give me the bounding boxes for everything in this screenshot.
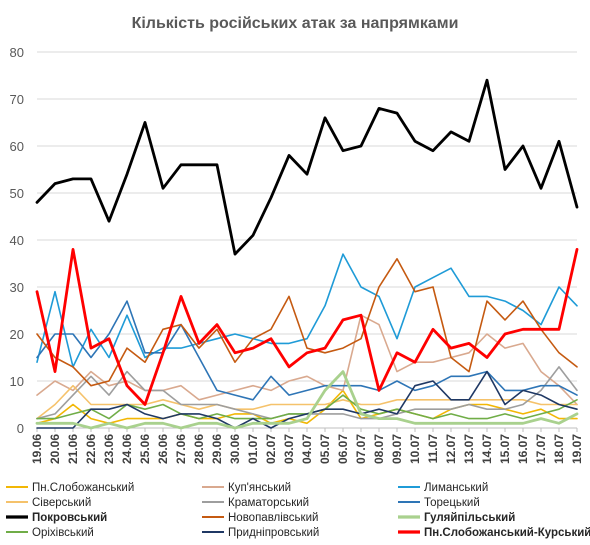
y-tick-label: 20 (10, 327, 24, 342)
x-tick-label: 09.07 (390, 434, 404, 464)
y-tick-label: 10 (10, 374, 24, 389)
series-line (36, 253, 578, 368)
x-tick-label: 23.06 (102, 434, 116, 464)
legend-label: Оріхівський (32, 527, 94, 539)
legend-label: Пн.Слобожанський-Курський (424, 527, 590, 539)
series-line (36, 257, 578, 387)
x-tick-label: 14.07 (480, 434, 494, 464)
x-tick-label: 28.06 (192, 434, 206, 464)
series-line (35, 247, 579, 406)
x-tick-label: 27.06 (174, 434, 188, 464)
x-tick-label: 15.07 (498, 434, 512, 464)
x-tick-label: 02.07 (264, 434, 278, 464)
x-tick-label: 17.07 (534, 434, 548, 464)
x-tick-label: 06.07 (336, 434, 350, 464)
x-tick-label: 12.07 (444, 434, 458, 464)
x-tick-label: 04.07 (300, 434, 314, 464)
x-axis-ticks: 19.06 20.06 21.06 22.06 23.06 24.06 25.06 26.06… (30, 428, 584, 464)
x-tick-label: 18.07 (552, 434, 566, 464)
y-tick-label: 50 (10, 186, 24, 201)
legend-label: Новопавлівський (228, 512, 318, 524)
legend: Пн.Слобожанський Куп'янський Лиманський Сів… (6, 482, 590, 539)
y-tick-label: 40 (10, 233, 24, 248)
x-tick-label: 30.06 (228, 434, 242, 464)
legend-label: Гуляйпільський (424, 512, 515, 524)
y-tick-label: 70 (10, 92, 24, 107)
series-lines (35, 78, 579, 430)
x-tick-label: 16.07 (516, 434, 530, 464)
x-tick-label: 07.07 (354, 434, 368, 464)
x-tick-label: 22.06 (84, 434, 98, 464)
x-tick-label: 21.06 (66, 434, 80, 464)
x-tick-label: 13.07 (462, 434, 476, 464)
legend-label: Покровський (32, 512, 107, 524)
series-line (36, 370, 578, 429)
legend-label: Сіверський (32, 497, 91, 509)
x-tick-label: 26.06 (156, 434, 170, 464)
series-line (36, 389, 578, 425)
x-tick-label: 05.07 (318, 434, 332, 464)
chart-title: Кількість російських атак за напрямками (132, 15, 459, 32)
x-tick-label: 29.06 (210, 434, 224, 464)
legend-label: Придніпровський (228, 527, 319, 539)
legend-label: Куп'янський (228, 482, 291, 494)
y-tick-label: 80 (10, 45, 24, 60)
x-tick-label: 08.07 (372, 434, 386, 464)
x-tick-label: 19.07 (570, 434, 584, 464)
x-tick-label: 03.07 (282, 434, 296, 464)
legend-label: Пн.Слобожанський (32, 482, 134, 494)
y-tick-label: 30 (10, 280, 24, 295)
y-tick-label: 0 (17, 421, 24, 436)
x-tick-label: 20.06 (48, 434, 62, 464)
x-tick-label: 25.06 (138, 434, 152, 464)
y-axis-ticks: 0 10 20 30 40 50 60 70 80 (10, 45, 24, 436)
series-line (35, 78, 579, 256)
x-tick-label: 11.07 (426, 434, 440, 464)
legend-label: Торецький (424, 497, 480, 509)
x-tick-label: 19.06 (30, 434, 44, 464)
legend-label: Краматорський (228, 497, 309, 509)
series-line (36, 314, 578, 406)
series-line (35, 370, 579, 430)
x-tick-label: 10.07 (408, 434, 422, 464)
x-tick-label: 24.06 (120, 434, 134, 464)
legend-label: Лиманський (424, 482, 488, 494)
y-tick-label: 60 (10, 139, 24, 154)
x-tick-label: 01.07 (246, 434, 260, 464)
